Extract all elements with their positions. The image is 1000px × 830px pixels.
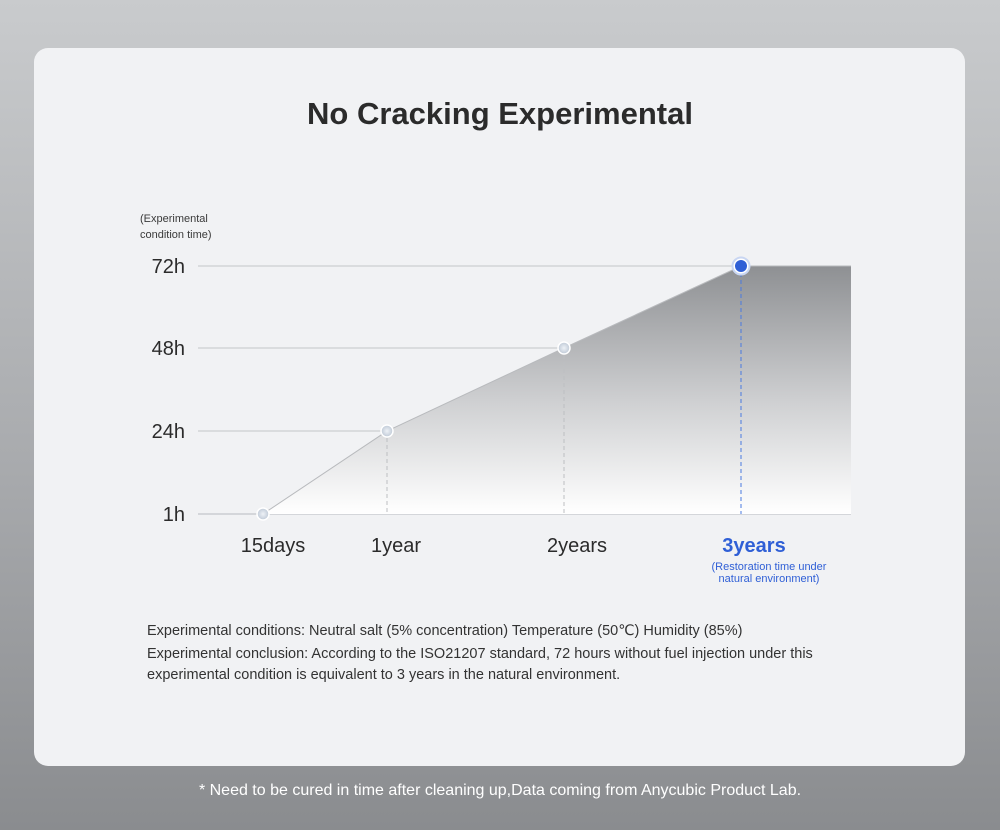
x-tick-label: 15days [241, 535, 306, 557]
data-point [256, 507, 270, 521]
y-tick-label: 24h [152, 421, 185, 443]
y-axis-label-line-1: (Experimental [140, 213, 208, 225]
data-point-highlight [735, 260, 747, 272]
x-tick-label: 2years [547, 535, 607, 557]
y-axis-label: (Experimental condition time) [140, 211, 240, 243]
footer-note: * Need to be cured in time after cleanin… [198, 782, 802, 799]
x-tick-label: 3years [722, 535, 785, 557]
y-tick-label: 72h [152, 256, 185, 278]
area-fill [263, 266, 851, 514]
y-axis-label-line-2: condition time) [140, 229, 212, 241]
highlight-note-line: natural environment) [719, 573, 820, 585]
page-title: No Cracking Experimental [307, 96, 693, 131]
data-point [557, 341, 571, 355]
conditions-text: Experimental conditions: Neutral salt (5… [147, 623, 743, 639]
x-tick-label: 1year [371, 535, 421, 557]
y-tick-label: 48h [152, 338, 185, 360]
y-tick-label: 1h [163, 504, 185, 526]
highlight-note-line: (Restoration time under [712, 561, 827, 573]
conclusion-text: Experimental conclusion: According to th… [147, 646, 813, 683]
data-point [380, 424, 394, 438]
